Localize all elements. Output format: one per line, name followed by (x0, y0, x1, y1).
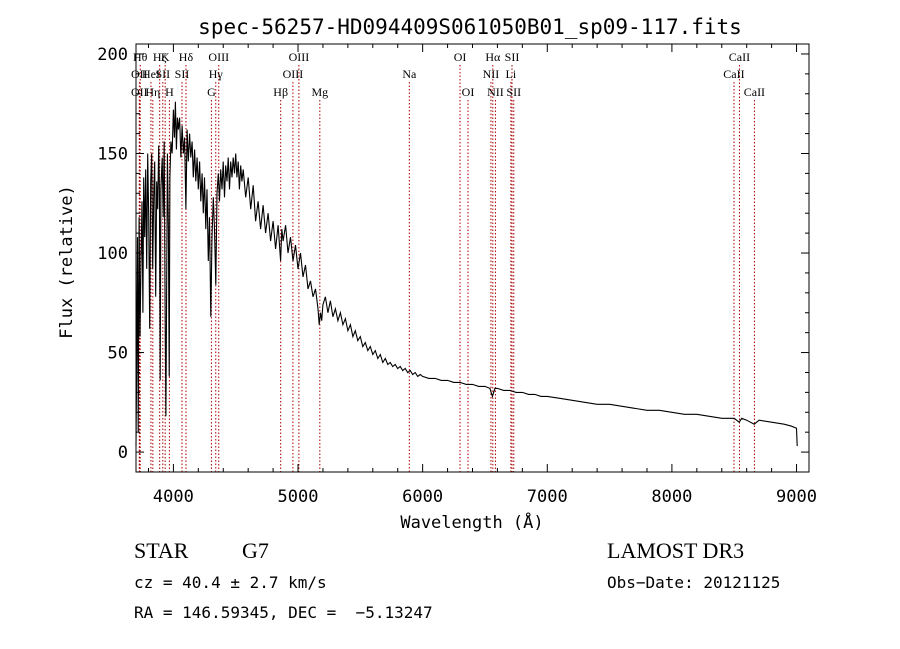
marker-label: SII (505, 50, 520, 64)
marker-label: Na (402, 67, 417, 81)
marker-label: OI (454, 50, 467, 64)
y-tick-label: 150 (97, 144, 128, 164)
marker-label: SII (506, 85, 521, 99)
marker-label: CaII (729, 50, 750, 64)
marker-label: OIII (283, 67, 304, 81)
marker-label: HeI (142, 67, 160, 81)
marker-label: Hα (485, 50, 501, 64)
x-tick-label: 7000 (527, 487, 568, 507)
marker-label: Mg (311, 85, 328, 99)
y-tick-label: 200 (97, 45, 128, 65)
marker-label: NII (487, 85, 504, 99)
marker-label: CaII (723, 67, 744, 81)
plot-frame (135, 43, 810, 473)
marker-label: Hβ (273, 85, 288, 99)
marker-label: Hδ (179, 50, 194, 64)
marker-label: OI (462, 85, 475, 99)
marker-label: Li (506, 67, 517, 81)
marker-label: OIII (208, 50, 229, 64)
observation-date: Obs−Date: 20121125 (607, 573, 781, 592)
y-axis: 0 50 100 150 200 (97, 45, 809, 463)
x-tick-label: 6000 (402, 487, 443, 507)
marker-label: Hγ (209, 67, 224, 81)
spectrum-line (135, 101, 798, 447)
y-tick-label: 0 (118, 443, 128, 463)
marker-label: SII (175, 67, 190, 81)
x-tick-label: 8000 (651, 487, 692, 507)
y-tick-label: 50 (108, 344, 128, 364)
x-axis: 4000 5000 6000 7000 8000 9000 (147, 44, 817, 507)
marker-label: OIII (289, 50, 310, 64)
marker-label: Hθ (133, 50, 148, 64)
marker-label: Hη (145, 85, 160, 99)
x-tick-label: 4000 (153, 487, 194, 507)
marker-label: Hζ (153, 50, 167, 64)
marker-label: H (165, 85, 174, 99)
x-tick-label: 9000 (776, 487, 817, 507)
y-axis-label: Flux (relative) (57, 185, 77, 339)
marker-label: CaII (744, 85, 765, 99)
survey-name: LAMOST DR3 (607, 538, 745, 563)
object-type: STAR (134, 538, 189, 563)
marker-label: OII (131, 85, 148, 99)
marker-label: NII (483, 67, 500, 81)
x-tick-label: 5000 (278, 487, 319, 507)
redshift-cz: cz = 40.4 ± 2.7 km/s (134, 573, 327, 592)
chart-title: spec-56257-HD094409S061050B01_sp09-117.f… (198, 15, 742, 39)
marker-label: G (207, 85, 216, 99)
marker-label: K (161, 50, 170, 64)
x-axis-label: Wavelength (Å) (400, 511, 543, 533)
y-tick-label: 100 (97, 244, 128, 264)
coordinates: RA = 146.59345, DEC = −5.13247 (134, 603, 433, 622)
subclass: G7 (242, 538, 269, 563)
marker-label: SII (155, 67, 170, 81)
